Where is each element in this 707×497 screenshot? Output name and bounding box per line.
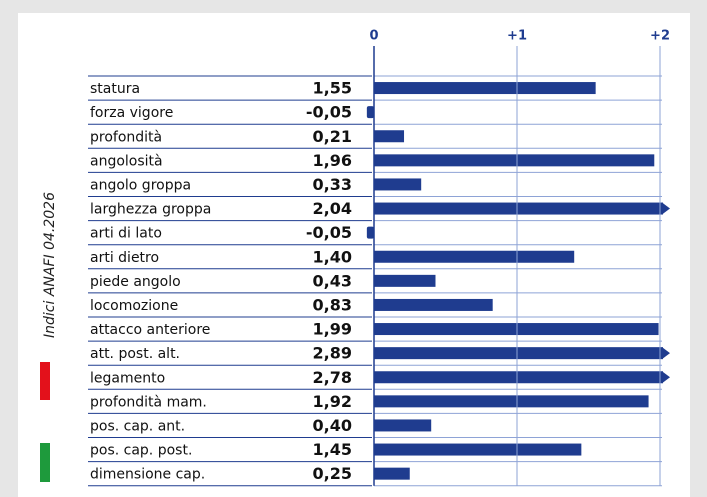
x-tick-label: 0 [369, 29, 378, 44]
value-label: 1,92 [313, 392, 352, 411]
bar [374, 154, 655, 167]
category-label: angolo groppa [90, 177, 191, 193]
bar [374, 443, 582, 456]
flag-red [40, 362, 50, 400]
category-label: angolosità [90, 153, 163, 169]
bar [374, 274, 436, 287]
bar [374, 467, 410, 480]
value-label: 2,89 [313, 344, 352, 363]
value-label: 1,96 [313, 151, 352, 170]
bar [374, 82, 596, 95]
value-label: 0,21 [313, 127, 352, 146]
bar [374, 250, 575, 263]
category-label: pos. cap. post. [90, 443, 192, 459]
side-label: Indici ANAFI 04.2026 [42, 192, 58, 338]
bar [374, 347, 663, 360]
value-label: -0,05 [306, 103, 352, 122]
value-label: 2,04 [313, 199, 352, 218]
bar [374, 298, 493, 311]
category-label: profondità mam. [90, 394, 207, 410]
bar [374, 323, 659, 336]
bar [374, 178, 422, 191]
overflow-arrow [662, 371, 670, 384]
category-label: locomozione [90, 298, 178, 314]
category-label: attacco anteriore [90, 322, 210, 338]
overflow-arrow [662, 202, 670, 215]
bar [374, 419, 432, 432]
category-label: legamento [90, 370, 165, 386]
value-label: 1,99 [313, 320, 352, 339]
bar [374, 130, 405, 143]
value-label: 0,33 [313, 175, 352, 194]
value-label: 1,45 [313, 440, 352, 459]
bar [374, 371, 663, 384]
overflow-arrow [662, 347, 670, 360]
value-label: 0,83 [313, 295, 352, 314]
flag-green [40, 443, 50, 482]
category-label: arti di lato [90, 226, 162, 242]
bar [374, 395, 649, 408]
value-label: 1,40 [313, 247, 352, 266]
bar [366, 106, 374, 119]
value-label: 2,78 [313, 368, 352, 387]
x-tick-label: +2 [650, 29, 670, 44]
category-label: pos. cap. ant. [90, 418, 185, 434]
category-label: att. post. alt. [90, 346, 180, 362]
category-label: larghezza groppa [90, 202, 211, 218]
category-label: piede angolo [90, 274, 181, 290]
category-label: dimensione cap. [90, 467, 205, 483]
value-label: 1,55 [313, 79, 352, 98]
value-label: -0,05 [306, 223, 352, 242]
bar [366, 226, 374, 239]
category-label: statura [90, 81, 140, 97]
value-label: 0,43 [313, 271, 352, 290]
category-label: profondità [90, 129, 162, 145]
category-label: forza vigore [90, 105, 173, 121]
category-label: arti dietro [90, 250, 159, 266]
x-tick-label: +1 [507, 29, 527, 44]
value-label: 0,40 [313, 416, 352, 435]
value-label: 0,25 [313, 464, 352, 483]
bar [374, 202, 663, 215]
